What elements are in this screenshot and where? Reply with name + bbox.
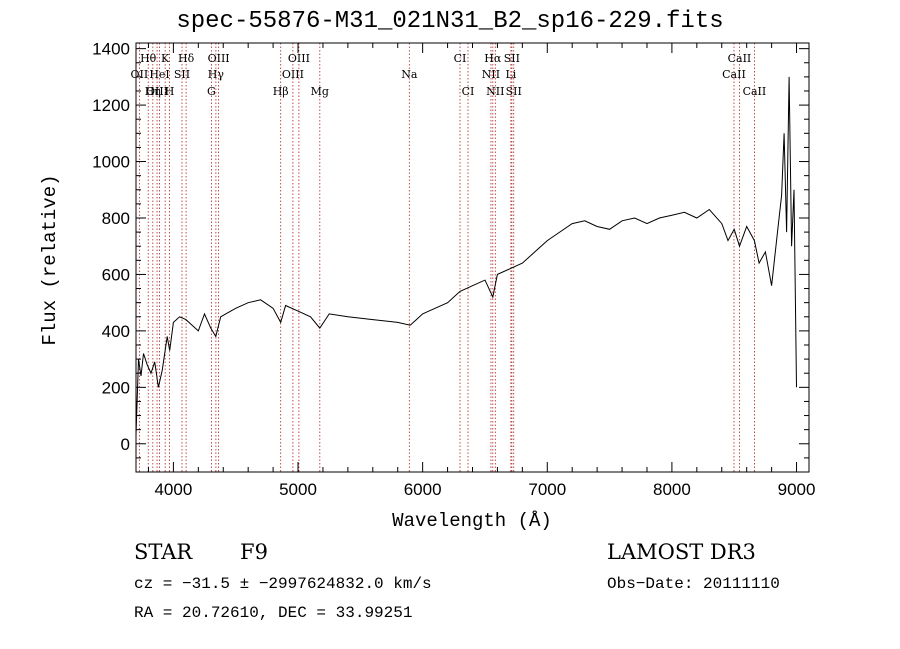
y-tick-label-1000: 1000 xyxy=(92,153,130,172)
line-label-27: CaII xyxy=(743,85,767,98)
line-label-7: SII xyxy=(174,68,190,81)
plot-frame xyxy=(135,42,810,473)
line-label-10: Hγ xyxy=(208,68,225,81)
line-label-23: NII xyxy=(486,85,504,98)
survey-name: LAMOST DR3 xyxy=(607,540,756,564)
line-label-24: SII xyxy=(506,85,522,98)
object-subclass: F9 xyxy=(240,540,268,564)
object-class: STAR xyxy=(134,540,193,564)
line-label-4: HeI xyxy=(149,68,169,81)
y-tick-label-600: 600 xyxy=(102,265,130,284)
spectrum-series xyxy=(135,76,797,436)
x-tick-label-5000: 5000 xyxy=(279,480,317,499)
line-label-15: Mg xyxy=(311,85,329,98)
line-label-20: SII xyxy=(504,52,520,65)
x-tick-label-8000: 8000 xyxy=(653,480,691,499)
line-label-19: Hα xyxy=(484,52,502,65)
line-label-17: CI xyxy=(454,52,467,65)
y-tick-label-200: 200 xyxy=(102,378,130,397)
x-tick-label-6000: 6000 xyxy=(404,480,442,499)
line-label-14: Hβ xyxy=(273,85,289,98)
line-label-26: CaII xyxy=(722,68,746,81)
line-label-25: CaII xyxy=(728,52,752,65)
line-label-1: OII xyxy=(131,68,149,81)
y-tick-label-1400: 1400 xyxy=(92,40,130,59)
line-label-2: OIII xyxy=(146,85,168,98)
spectrum-line xyxy=(135,76,797,436)
y-tick-label-0: 0 xyxy=(121,435,130,454)
line-label-21: NII xyxy=(482,68,500,81)
emission-line-markers xyxy=(138,43,755,472)
plot-axes: 4000 5000 6000 7000 8000 9000 0 200 400 600 800 100… xyxy=(92,40,815,499)
x-tick-label-9000: 9000 xyxy=(778,480,816,499)
line-label-0: Hθ xyxy=(140,52,157,65)
line-label-5: Hη xyxy=(145,85,161,98)
y-tick-label-1200: 1200 xyxy=(92,96,130,115)
y-tick-label-800: 800 xyxy=(102,209,130,228)
y-axis-label: Flux (relative) xyxy=(39,174,61,346)
redshift-readout: cz = −31.5 ± −2997624832.0 km/s xyxy=(134,575,432,593)
observation-date: Obs−Date: 20111110 xyxy=(607,575,780,593)
line-label-12: OIII xyxy=(288,52,310,65)
line-label-22: Li xyxy=(505,68,516,81)
x-tick-label-7000: 7000 xyxy=(528,480,566,499)
chart-title: spec-55876-M31_021N31_B2_sp16-229.fits xyxy=(176,8,724,35)
line-label-6: Hδ xyxy=(178,52,195,65)
coordinates-readout: RA = 20.72610, DEC = 33.99251 xyxy=(134,604,413,622)
line-label-11: G xyxy=(207,85,216,98)
x-tick-label-4000: 4000 xyxy=(154,480,192,499)
line-label-3: K xyxy=(161,52,170,65)
line-label-16: Na xyxy=(401,68,418,81)
line-label-8: H xyxy=(165,85,175,98)
line-label-18: CI xyxy=(462,85,475,98)
y-tick-label-400: 400 xyxy=(102,322,130,341)
x-axis-label: Wavelength (Å) xyxy=(392,510,552,532)
line-label-13: OIII xyxy=(282,68,304,81)
line-label-9: OIII xyxy=(208,52,230,65)
